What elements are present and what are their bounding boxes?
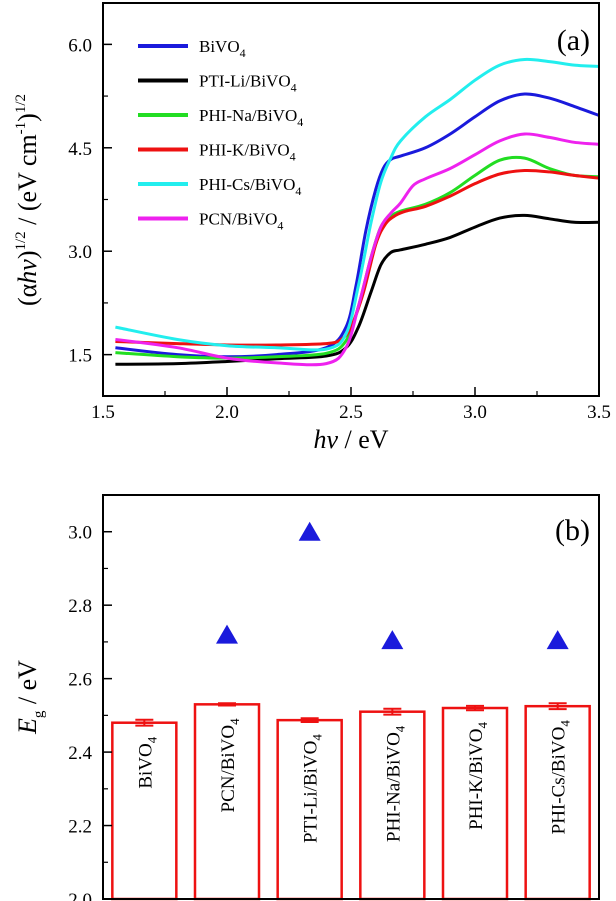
- y-tick-label: 2.4: [68, 743, 92, 764]
- panel-b: BiVO4 PCN/BiVO4 PTI-Li/BiVO4 PHI-Na/BiVO4 PH…: [13, 494, 600, 901]
- bar-0: [111, 721, 178, 901]
- y-tick-label: 2.6: [68, 670, 92, 691]
- y-tick-label: 1.5: [68, 346, 92, 367]
- bar-4: [441, 706, 509, 901]
- y-tick-label: 2.0: [68, 890, 92, 901]
- triangle-marker-3: [381, 630, 404, 650]
- x-tick-label: 3.5: [587, 402, 611, 423]
- x-tick-label: 3.0: [463, 402, 487, 423]
- legend-entry-0: BiVO4: [199, 37, 246, 60]
- y-tick-label: 6.0: [68, 35, 92, 56]
- x-axis-title: hv / eV: [313, 425, 388, 454]
- y-tick-label: 3.0: [68, 242, 92, 263]
- bar-label-1: PCN/BiVO4: [218, 718, 242, 813]
- triangle-marker-5: [546, 630, 569, 650]
- series-line-4: [115, 57, 600, 352]
- bar-label-0: BiVO4: [135, 736, 159, 788]
- panel-a-label: (a): [557, 24, 590, 57]
- series-line-5: [115, 132, 600, 367]
- y-tick-label: 2.2: [68, 817, 92, 838]
- legend-entry-4: PHI-Cs/BiVO4: [199, 175, 301, 198]
- y-axis-title-a: (αhv)1/2 / (eV cm-1)1/2: [13, 94, 42, 306]
- legend-entry-2: PHI-Na/BiVO4: [199, 106, 303, 129]
- legend-entry-5: PCN/BiVO4: [199, 210, 283, 233]
- bar-label-5: PHI-Cs/BiVO4: [549, 720, 573, 835]
- x-tick-label: 2.0: [215, 402, 239, 423]
- panel-b-label: (b): [555, 514, 590, 547]
- panel-a: 1.5 2.0 2.5 3.0 3.5 1.5 3.0 4.5 6.0 (a) BiVO4 PTI…: [13, 2, 611, 454]
- triangle-marker-2: [298, 521, 321, 541]
- bar-label-4: PHI-K/BiVO4: [466, 722, 490, 830]
- bar-1: [193, 703, 261, 901]
- series-line-3: [115, 168, 600, 347]
- panel-b-frame: [102, 494, 600, 900]
- y-tick-label: 2.8: [68, 596, 92, 617]
- bar-label-2: PTI-Li/BiVO4: [301, 734, 325, 843]
- y-tick-label: 4.5: [68, 139, 92, 160]
- legend-entry-1: PTI-Li/BiVO4: [199, 72, 297, 95]
- bar-5: [524, 704, 591, 901]
- triangle-marker-1: [216, 624, 238, 644]
- y-axis-title-b: Eg / eV: [13, 660, 47, 735]
- bar-3: [359, 710, 426, 901]
- x-tick-label: 2.5: [339, 402, 363, 423]
- bar-label-3: PHI-Na/BiVO4: [383, 725, 407, 842]
- y-tick-label: 3.0: [68, 523, 92, 544]
- x-tick-label: 1.5: [91, 402, 115, 423]
- legend-entry-3: PHI-K/BiVO4: [199, 141, 296, 164]
- series-line-1: [115, 213, 600, 366]
